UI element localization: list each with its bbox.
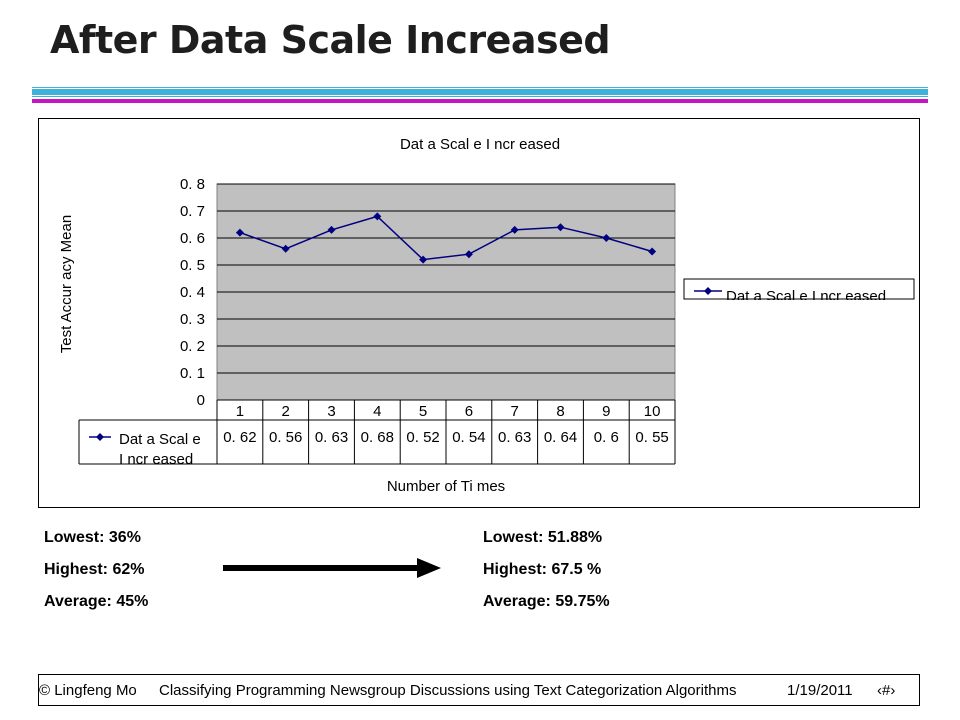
- y-tick-label: 0. 7: [180, 203, 205, 220]
- data-table-cell: 0. 54: [452, 429, 485, 446]
- data-point: [281, 244, 290, 253]
- data-point: [464, 250, 473, 259]
- chart-title: Dat a Scal e I ncr eased: [400, 136, 560, 153]
- table-label-mask: [119, 465, 215, 485]
- y-tick-label: 0. 4: [180, 284, 205, 301]
- data-table-row-label: Dat a Scal e: [119, 431, 201, 448]
- y-tick-label: 0. 1: [180, 365, 205, 382]
- stats-before-lowest: Lowest: 36%: [44, 529, 141, 546]
- footer-page-number: ‹#›: [877, 681, 896, 699]
- title-rule-thin-blue: [32, 87, 928, 88]
- data-table-cell: 0. 55: [635, 429, 668, 446]
- stats-after-highest: Highest: 67.5 %: [483, 561, 602, 578]
- data-table-cell: 0. 63: [315, 429, 348, 446]
- series-line: [239, 215, 653, 261]
- data-point: [327, 225, 336, 234]
- x-tick-label: 7: [511, 403, 519, 420]
- data-point: [510, 225, 519, 234]
- y-tick-label: 0. 2: [180, 338, 205, 355]
- x-tick-label: 6: [465, 403, 473, 420]
- stats-before-average: Average: 45%: [44, 593, 149, 610]
- title-rule-blue: [32, 89, 928, 95]
- line-chart: Dat a Scal e I ncr eased 0. 8 0. 7 0. 6 0. 5…: [58, 136, 915, 495]
- data-point: [648, 247, 657, 256]
- data-table-cell: 0. 62: [223, 429, 256, 446]
- stats-before: Lowest: 36% Highest: 62% Average: 45%: [44, 528, 148, 624]
- y-tick-label: 0. 8: [180, 176, 205, 193]
- data-point: [556, 223, 565, 232]
- y-tick-label: 0. 3: [180, 311, 205, 328]
- x-tick-label: 4: [373, 403, 381, 420]
- data-table-cell: 0. 6: [594, 429, 619, 446]
- x-tick-label: 2: [282, 403, 290, 420]
- x-tick-label: 8: [556, 403, 564, 420]
- y-tick-label: 0: [197, 392, 205, 409]
- slide-title: After Data Scale Increased: [50, 18, 611, 62]
- title-rule-thin-blue-2: [32, 96, 928, 97]
- data-table-cell: 0. 63: [498, 429, 531, 446]
- data-point: [235, 228, 244, 237]
- x-tick-label: 9: [602, 403, 610, 420]
- slide-footer: © Lingfeng Mo Classifying Programming Ne…: [38, 674, 920, 706]
- y-tick-label: 0. 5: [180, 257, 205, 274]
- y-axis-label: Test Accur acy Mean: [58, 215, 75, 353]
- data-table-cell: 0. 68: [361, 429, 394, 446]
- data-point: [373, 212, 382, 221]
- footer-course-title: Classifying Programming Newsgroup Discus…: [159, 681, 737, 699]
- legend-box: [683, 278, 915, 300]
- footer-copyright: © Lingfeng Mo: [39, 681, 137, 699]
- x-axis-label: Number of Ti mes: [387, 478, 505, 495]
- data-table-cell: 0. 52: [406, 429, 439, 446]
- stats-after-average: Average: 59.75%: [483, 593, 610, 610]
- data-point: [419, 255, 428, 264]
- right-arrow-icon: [223, 558, 441, 578]
- stats-after: Lowest: 51.88% Highest: 67.5 % Average: …: [483, 528, 610, 624]
- x-tick-label: 10: [644, 403, 661, 420]
- stats-after-lowest: Lowest: 51.88%: [483, 529, 603, 546]
- stats-before-highest: Highest: 62%: [44, 561, 145, 578]
- footer-date: 1/19/2011: [787, 681, 853, 699]
- table-legend-marker: [96, 433, 104, 441]
- x-tick-label: 1: [236, 403, 244, 420]
- data-table-cell: 0. 64: [544, 429, 577, 446]
- legend-marker: [704, 287, 712, 295]
- x-tick-label: 3: [327, 403, 335, 420]
- chart-frame: Dat a Scal e I ncr eased 0. 8 0. 7 0. 6 0. 5…: [38, 118, 920, 508]
- title-rule-pink: [32, 99, 928, 103]
- y-tick-label: 0. 6: [180, 230, 205, 247]
- data-table-cell: 0. 56: [269, 429, 302, 446]
- x-tick-label: 5: [419, 403, 427, 420]
- data-point: [602, 234, 611, 242]
- legend-mask: [685, 300, 915, 310]
